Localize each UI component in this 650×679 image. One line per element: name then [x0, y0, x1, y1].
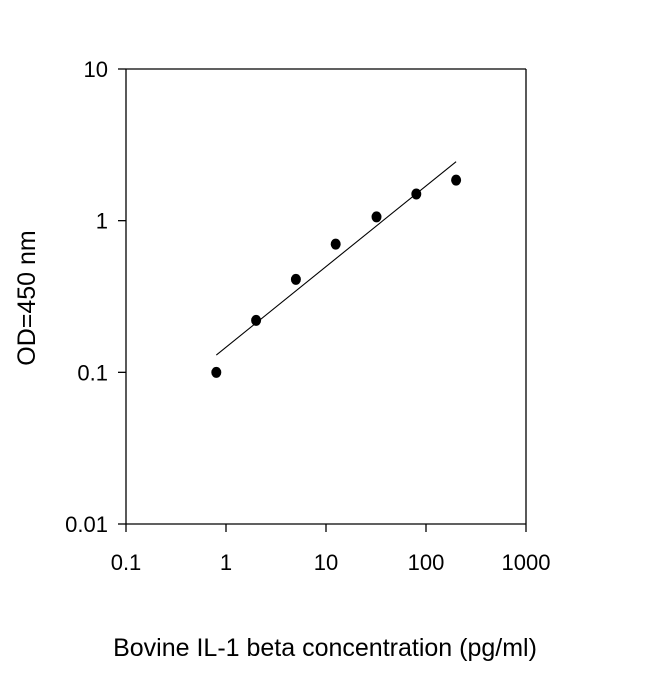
- y-tick-label: 0.01: [65, 512, 108, 537]
- x-axis-title: Bovine IL-1 beta concentration (pg/ml): [113, 634, 537, 662]
- x-tick-label: 1000: [502, 550, 551, 575]
- x-tick-label: 1: [220, 550, 232, 575]
- x-tick-label: 100: [408, 550, 445, 575]
- data-point: [411, 188, 422, 200]
- y-axis-title: OD=450 nm: [13, 230, 41, 366]
- data-point: [371, 211, 382, 223]
- x-tick-label: 0.1: [111, 550, 142, 575]
- y-tick-label: 0.1: [77, 360, 108, 385]
- data-point: [251, 314, 262, 326]
- x-tick-label: 10: [314, 550, 338, 575]
- plot-frame: [125, 68, 527, 525]
- data-point: [290, 273, 301, 285]
- data-point: [211, 366, 222, 378]
- data-point: [330, 238, 341, 250]
- data-point: [451, 174, 462, 186]
- y-tick-label: 10: [84, 57, 108, 82]
- data-points: [211, 174, 462, 378]
- y-tick-label: 1: [96, 209, 108, 234]
